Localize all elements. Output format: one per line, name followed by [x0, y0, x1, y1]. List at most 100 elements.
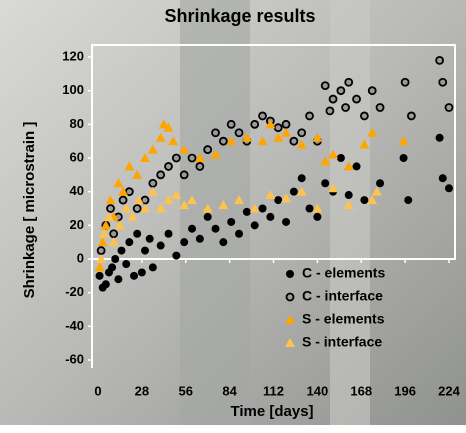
x-tick-label: 140 [307, 383, 329, 398]
data-point [236, 129, 243, 136]
y-tick-label: 120 [62, 48, 84, 63]
background-building [180, 0, 250, 433]
data-point [321, 179, 329, 187]
y-tick-label: -60 [65, 351, 84, 366]
data-point [173, 155, 180, 162]
data-point [212, 129, 219, 136]
data-point [149, 263, 157, 271]
data-point [439, 174, 447, 182]
data-point [274, 196, 282, 204]
y-axis-label: Shrinkage [ microstrain ] [21, 122, 38, 299]
legend-label: S - interface [302, 334, 382, 350]
data-point [188, 225, 196, 233]
chart: Shrinkage results Shrinkage [ microstrai… [0, 0, 466, 433]
data-point [149, 180, 156, 187]
data-point [196, 235, 204, 243]
data-point [251, 221, 259, 229]
data-point [165, 163, 172, 170]
data-point [107, 205, 114, 212]
data-point [227, 218, 235, 226]
data-point [298, 174, 306, 182]
data-point [337, 87, 344, 94]
data-point [404, 196, 412, 204]
data-point [345, 79, 352, 86]
data-point [122, 260, 130, 268]
data-point [251, 121, 258, 128]
x-tick-label: 168 [350, 383, 372, 398]
x-axis-label: Time [days] [230, 403, 313, 420]
data-point [436, 134, 444, 142]
data-point [337, 154, 345, 162]
data-point [306, 205, 314, 213]
x-tick-label: 28 [135, 383, 149, 398]
data-point [181, 171, 188, 178]
data-point [157, 171, 164, 178]
data-point [306, 112, 313, 119]
data-point [196, 163, 203, 170]
data-point [377, 104, 384, 111]
data-point [111, 255, 119, 263]
data-point [290, 138, 297, 145]
data-point [342, 104, 349, 111]
data-point [146, 235, 154, 243]
data-point [376, 179, 384, 187]
data-point [243, 208, 251, 216]
data-point [189, 155, 196, 162]
data-point [134, 205, 141, 212]
data-point [282, 218, 290, 226]
data-point [108, 263, 116, 271]
data-point [130, 272, 138, 280]
data-point [110, 230, 117, 237]
data-point [436, 57, 443, 64]
y-tick-label: 80 [70, 116, 84, 131]
data-point [133, 230, 141, 238]
x-tick-label: 56 [179, 383, 193, 398]
data-point [290, 188, 298, 196]
data-point [180, 238, 188, 246]
data-point [114, 275, 122, 283]
y-tick-label: 0 [77, 250, 84, 265]
data-point [157, 242, 165, 250]
data-point [283, 121, 290, 128]
data-point [228, 121, 235, 128]
data-point [360, 196, 368, 204]
y-tick-label: -40 [65, 318, 84, 333]
data-point [330, 96, 337, 103]
x-tick-label: 224 [438, 383, 460, 398]
legend-marker [286, 270, 294, 278]
legend-label: C - elements [302, 265, 385, 281]
data-point [204, 213, 212, 221]
data-point [400, 154, 408, 162]
data-point [402, 79, 409, 86]
background-building [330, 0, 370, 433]
x-tick-label: 196 [394, 383, 416, 398]
y-tick-label: 40 [70, 183, 84, 198]
data-point [361, 112, 368, 119]
data-point [138, 268, 146, 276]
data-point [298, 129, 305, 136]
data-point [259, 112, 266, 119]
data-point [275, 124, 282, 131]
data-point [220, 138, 227, 145]
x-tick-label: 84 [222, 383, 237, 398]
data-point [446, 104, 453, 111]
data-point [96, 272, 104, 280]
data-point [326, 107, 333, 114]
data-point [408, 112, 415, 119]
data-point [322, 82, 329, 89]
y-tick-label: -20 [65, 284, 84, 299]
legend-label: S - elements [302, 311, 385, 327]
data-point [172, 252, 180, 260]
data-point [219, 238, 227, 246]
data-point [369, 87, 376, 94]
data-point [313, 213, 321, 221]
data-point [345, 191, 353, 199]
data-point [204, 146, 211, 153]
data-point [141, 247, 149, 255]
data-point [120, 197, 127, 204]
y-tick-label: 60 [70, 149, 84, 164]
data-point [98, 247, 105, 254]
data-point [353, 96, 360, 103]
data-point [259, 205, 267, 213]
data-point [118, 247, 126, 255]
